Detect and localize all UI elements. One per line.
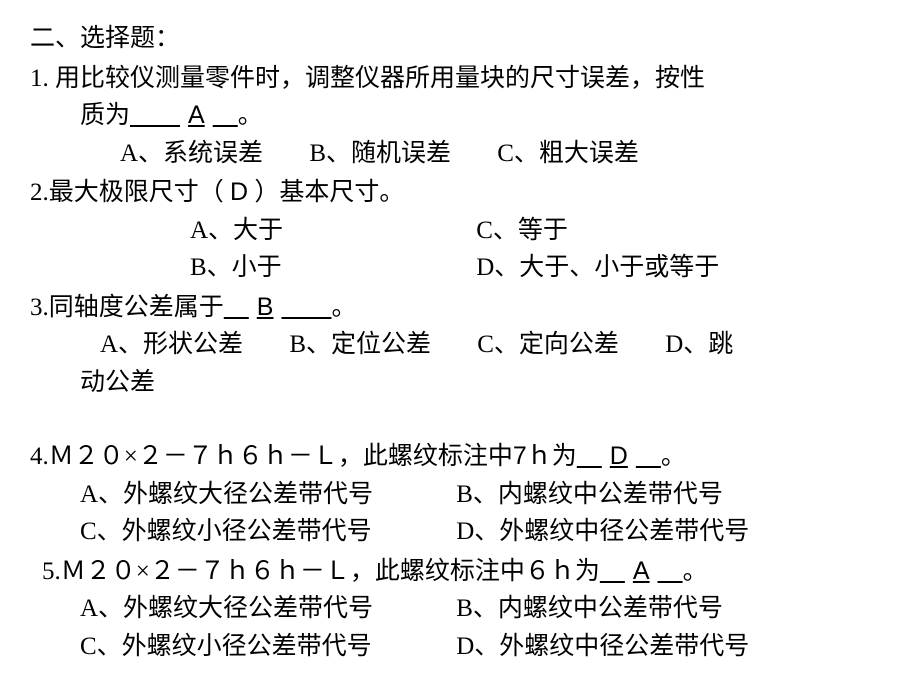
- question-5: 5.Ｍ２０×２－７ｈ６ｈ－Ｌ，此螺纹标注中６ｈ为 A 。 A、外螺纹大径公差带代…: [30, 553, 890, 666]
- q5-blank-post: [658, 558, 683, 585]
- q3-opt-a: A、形状公差: [100, 326, 243, 364]
- q4-options-row2: C、外螺纹小径公差带代号 D、外螺纹中径公差带代号: [30, 513, 890, 551]
- q4-opt-d: D、外螺纹中径公差带代号: [456, 518, 749, 545]
- q1-options: A、系统误差 B、随机误差 C、粗大误差: [30, 135, 890, 173]
- q2-options-row2: B、小于 D、大于、小于或等于: [30, 249, 890, 287]
- section-title: 二、选择题：: [30, 20, 890, 58]
- q3-text1: 同轴度公差属于: [49, 294, 224, 321]
- q5-num: 5.: [42, 558, 61, 585]
- q2-text1: 最大极限尺寸（: [49, 179, 224, 206]
- q5-end: 。: [683, 558, 708, 585]
- q4-mid: ｈ为: [527, 443, 577, 470]
- q3-text2: 。: [331, 294, 356, 321]
- q4-opt-a: A、外螺纹大径公差带代号: [80, 476, 450, 514]
- q3-blank-pre: [224, 294, 249, 321]
- question-2: 2.最大极限尺寸（ D ）基本尺寸。 A、大于 C、等于 B、小于 D、大于、小…: [30, 174, 890, 287]
- q1-opt-a: A、系统误差: [120, 135, 263, 173]
- q1-line2: 质为 A 。: [30, 97, 890, 135]
- question-3: 3.同轴度公差属于 B 。 A、形状公差 B、定位公差 C、定向公差 D、跳 动…: [30, 289, 890, 402]
- q5-line1: 5.Ｍ２０×２－７ｈ６ｈ－Ｌ，此螺纹标注中６ｈ为 A 。: [30, 553, 890, 591]
- q4-text1: Ｍ２０×２－７ｈ６ｈ－Ｌ，此螺纹标注中: [49, 443, 513, 470]
- question-4: 4.Ｍ２０×２－７ｈ６ｈ－Ｌ，此螺纹标注中7ｈ为 D 。 A、外螺纹大径公差带代…: [30, 438, 890, 551]
- q5-opt-d: D、外螺纹中径公差带代号: [456, 633, 749, 660]
- q4-blank-pre: [577, 443, 602, 470]
- q4-line1: 4.Ｍ２０×２－７ｈ６ｈ－Ｌ，此螺纹标注中7ｈ为 D 。: [30, 438, 890, 476]
- q1-blank-post: [213, 102, 238, 129]
- q4-opt-b: B、内螺纹中公差带代号: [456, 481, 723, 508]
- q3-opt-d: D、跳: [665, 331, 733, 358]
- q1-answer: A: [180, 101, 213, 129]
- q3-opt-c: C、定向公差: [477, 326, 619, 364]
- q5-options-row2: C、外螺纹小径公差带代号 D、外螺纹中径公差带代号: [30, 628, 890, 666]
- q1-opt-c: C、粗大误差: [497, 135, 639, 173]
- q3-options-row2: 动公差: [30, 364, 890, 402]
- q1-num: 1.: [30, 65, 49, 92]
- q2-answer: D: [230, 178, 248, 206]
- q4-highlight: 7: [513, 442, 527, 470]
- q3-opt-b: B、定位公差: [289, 326, 431, 364]
- q5-text1: Ｍ２０×２－７ｈ６ｈ－Ｌ，此螺纹标注中６ｈ为: [61, 558, 600, 585]
- q5-blank-pre: [600, 558, 625, 585]
- q2-num: 2.: [30, 179, 49, 206]
- q3-blank-post: [281, 294, 331, 321]
- q1-text1: 用比较仪测量零件时，调整仪器所用量块的尺寸误差，按性: [49, 65, 705, 92]
- q2-options-row1: A、大于 C、等于: [30, 212, 890, 250]
- q3-answer: B: [249, 293, 282, 321]
- question-1: 1. 用比较仪测量零件时，调整仪器所用量块的尺寸误差，按性 质为 A 。 A、系…: [30, 60, 890, 173]
- q2-opt-d: D、大于、小于或等于: [476, 254, 719, 281]
- q4-opt-c: C、外螺纹小径公差带代号: [80, 513, 450, 551]
- q4-blank-post: [636, 443, 661, 470]
- q4-answer: D: [602, 442, 636, 470]
- q4-end: 。: [661, 443, 686, 470]
- q4-options-row1: A、外螺纹大径公差带代号 B、内螺纹中公差带代号: [30, 476, 890, 514]
- q5-opt-a: A、外螺纹大径公差带代号: [80, 590, 450, 628]
- q2-opt-a: A、大于: [190, 212, 470, 250]
- q1-line1: 1. 用比较仪测量零件时，调整仪器所用量块的尺寸误差，按性: [30, 60, 890, 98]
- q2-text2: ）基本尺寸。: [248, 179, 404, 206]
- spacer: [30, 403, 890, 438]
- q2-opt-c: C、等于: [476, 217, 568, 244]
- q3-opt-d2: 动公差: [80, 369, 155, 396]
- q3-num: 3.: [30, 294, 49, 321]
- q2-line1: 2.最大极限尺寸（ D ）基本尺寸。: [30, 174, 890, 212]
- q2-opt-b: B、小于: [190, 249, 470, 287]
- q5-answer: A: [625, 557, 658, 585]
- q3-options-row1: A、形状公差 B、定位公差 C、定向公差 D、跳: [30, 326, 890, 364]
- q1-blank-pre: [130, 102, 180, 129]
- q5-opt-b: B、内螺纹中公差带代号: [456, 595, 723, 622]
- q5-options-row1: A、外螺纹大径公差带代号 B、内螺纹中公差带代号: [30, 590, 890, 628]
- q1-opt-b: B、随机误差: [309, 135, 451, 173]
- q4-num: 4.: [30, 443, 49, 470]
- q1-text2: 质为: [80, 102, 130, 129]
- q1-text3: 。: [238, 102, 263, 129]
- q3-line1: 3.同轴度公差属于 B 。: [30, 289, 890, 327]
- q5-opt-c: C、外螺纹小径公差带代号: [80, 628, 450, 666]
